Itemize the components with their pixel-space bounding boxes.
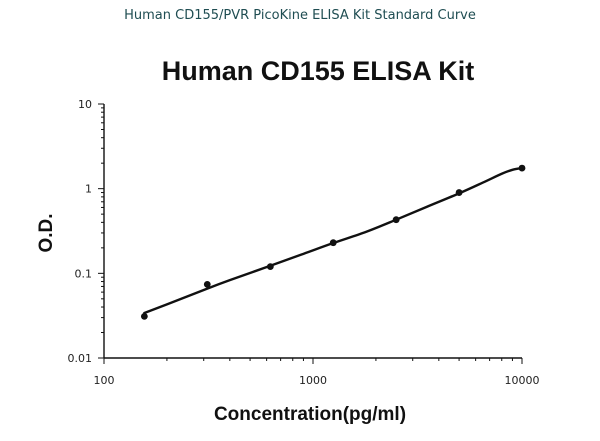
tick-marks: [98, 103, 523, 364]
page-caption: Human CD155/PVR PicoKine ELISA Kit Stand…: [124, 8, 476, 23]
data-point: [203, 281, 211, 288]
data-point: [140, 312, 148, 320]
x-axis-title: Concentration(pg/ml): [214, 404, 406, 425]
y-axis-title: O.D.: [36, 213, 57, 252]
data-point: [266, 263, 274, 271]
axes: [103, 104, 522, 359]
chart-title: Human CD155 ELISA Kit: [162, 56, 475, 86]
data-point: [329, 239, 337, 247]
data-points: [140, 164, 526, 320]
x-tick-label: 10000: [505, 374, 540, 387]
data-point: [518, 164, 526, 172]
x-tick-label: 1000: [299, 374, 327, 387]
data-point: [392, 216, 400, 224]
data-point: [455, 189, 463, 196]
fit-curve-layer: [143, 166, 524, 315]
y-tick-label: 1: [85, 183, 92, 196]
x-tick-label: 100: [94, 374, 115, 387]
y-tick-label: 10: [78, 98, 92, 111]
y-tick-label: 0.1: [75, 267, 93, 280]
y-tick-label: 0.01: [68, 352, 93, 365]
fit-curve: [143, 166, 524, 315]
